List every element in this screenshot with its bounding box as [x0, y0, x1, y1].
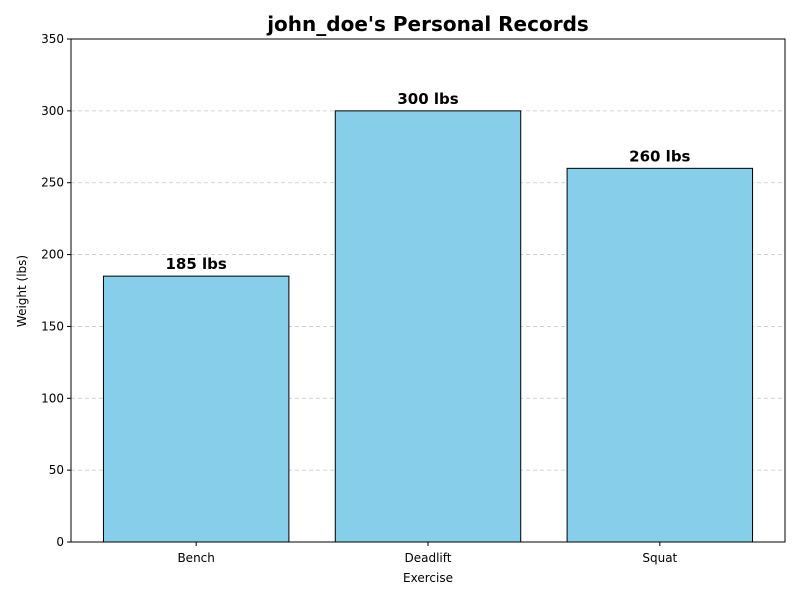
data-labels: 185 lbs 300 lbs 260 lbs: [166, 90, 691, 273]
y-tick-label: 250: [41, 176, 64, 190]
x-tick-label: Deadlift: [405, 551, 452, 565]
y-axis: 0 50 100 150 200 250 300 350: [41, 32, 71, 549]
x-axis: Bench Deadlift Squat: [177, 542, 678, 565]
data-label-bench: 185 lbs: [166, 255, 227, 273]
bars: [102, 110, 754, 543]
x-tick-label: Bench: [177, 551, 214, 565]
x-axis-label: Exercise: [403, 571, 453, 585]
bar-bench: [102, 275, 290, 543]
data-label-squat: 260 lbs: [629, 147, 690, 165]
y-tick-label: 350: [41, 32, 64, 46]
y-tick-label: 50: [49, 463, 64, 477]
y-tick-label: 150: [41, 319, 64, 333]
chart-title: john_doe's Personal Records: [266, 12, 589, 36]
y-tick-label: 100: [41, 391, 64, 405]
y-axis-label: Weight (lbs): [15, 255, 29, 327]
y-tick-label: 200: [41, 248, 64, 262]
x-tick-label: Squat: [642, 551, 677, 565]
bar-squat: [566, 167, 754, 543]
y-tick-label: 300: [41, 104, 64, 118]
y-tick-label: 0: [56, 535, 64, 549]
data-label-deadlift: 300 lbs: [397, 90, 458, 108]
bar-deadlift: [334, 110, 522, 543]
